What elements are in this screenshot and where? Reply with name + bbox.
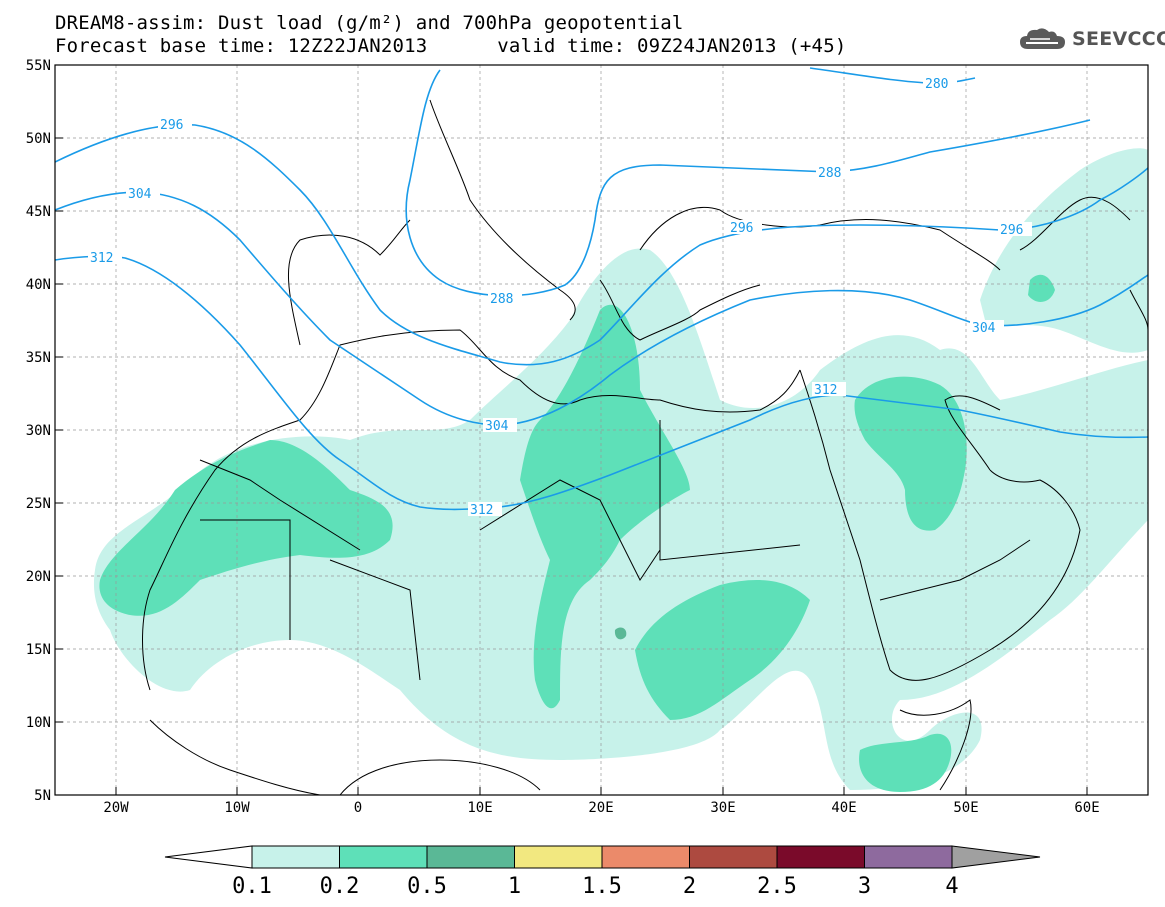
legend-arrow-left <box>164 845 253 869</box>
lon-tick-label: 60E <box>1074 800 1099 816</box>
legend-arrow-right <box>951 845 1041 869</box>
legend-label: 4 <box>945 874 958 899</box>
lon-tick-label: 50E <box>953 800 978 816</box>
lat-tick-label: 45N <box>26 204 51 220</box>
legend-label: 1 <box>508 874 521 899</box>
lat-tick-label: 15N <box>26 642 51 658</box>
lat-lon-grid <box>55 65 1148 795</box>
legend-swatch <box>601 845 690 869</box>
base-time-label: Forecast base time: 12Z22JAN2013 <box>55 35 428 57</box>
contour-label-288-east: 288 <box>818 166 841 181</box>
lon-tick-label: 10W <box>224 800 250 816</box>
legend-swatch <box>426 845 515 869</box>
legend-label: 2 <box>683 874 696 899</box>
lat-tick-label: 25N <box>26 496 51 512</box>
valid-time-label: valid time: 09Z24JAN2013 (+45) <box>497 35 847 57</box>
color-legend: 0.1 0.2 0.5 1 1.5 2 2.5 3 4 <box>164 845 1041 899</box>
legend-label: 2.5 <box>757 874 797 899</box>
legend-swatch <box>689 845 778 869</box>
logo-text: SEEVCCC <box>1072 28 1165 50</box>
seevccc-logo: SEEVCCC <box>1018 27 1165 51</box>
contour-label-288-west: 288 <box>490 292 513 307</box>
legend-swatch <box>776 845 865 869</box>
contour-label-312-west: 312 <box>90 251 113 266</box>
contour-label-312-center: 312 <box>470 503 493 518</box>
legend-label: 1.5 <box>582 874 622 899</box>
contour-label-304-west: 304 <box>128 187 152 202</box>
lat-tick-label: 10N <box>26 715 51 731</box>
legend-swatch <box>514 845 603 869</box>
contour-label-296-west: 296 <box>160 118 183 133</box>
lon-tick-label: 0 <box>354 800 362 816</box>
lat-labels: 55N 50N 45N 40N 35N 30N 25N 20N 15N 10N … <box>26 58 51 804</box>
contour-label-312-east: 312 <box>814 383 837 398</box>
chart-title: DREAM8-assim: Dust load (g/m²) and 700hP… <box>55 12 684 34</box>
cloud-icon <box>1020 28 1065 49</box>
lon-tick-label: 10E <box>467 800 492 816</box>
lon-labels: 20W 10W 0 10E 20E 30E 40E 50E 60E <box>103 800 1099 816</box>
lon-tick-label: 40E <box>831 800 856 816</box>
legend-swatch <box>251 845 340 869</box>
legend-label: 0.1 <box>232 874 272 899</box>
dust-medium-regions <box>99 274 1055 792</box>
legend-label: 3 <box>858 874 871 899</box>
contour-label-296-east: 296 <box>1000 223 1023 238</box>
lat-tick-label: 55N <box>26 58 51 74</box>
lat-tick-label: 5N <box>34 788 51 804</box>
lat-tick-label: 40N <box>26 277 51 293</box>
contour-labels: 280 288 288 296 296 296 304 304 304 312 … <box>88 76 1032 518</box>
lon-tick-label: 30E <box>710 800 735 816</box>
lat-tick-label: 20N <box>26 569 51 585</box>
lon-tick-label: 20E <box>588 800 613 816</box>
chart-subtitle: Forecast base time: 12Z22JAN2013 valid t… <box>55 37 846 56</box>
lat-tick-label: 50N <box>26 131 51 147</box>
lat-tick-label: 35N <box>26 350 51 366</box>
lon-tick-label: 20W <box>103 800 129 816</box>
contour-label-280: 280 <box>925 77 948 92</box>
contour-label-296-center: 296 <box>730 221 753 236</box>
contour-label-304-center: 304 <box>485 419 509 434</box>
contour-label-304-east: 304 <box>972 321 996 336</box>
legend-swatch <box>339 845 428 869</box>
legend-swatch <box>864 845 953 869</box>
legend-label: 0.2 <box>320 874 360 899</box>
tick-marks <box>55 137 1088 795</box>
legend-label: 0.5 <box>407 874 447 899</box>
lat-tick-label: 30N <box>26 423 51 439</box>
